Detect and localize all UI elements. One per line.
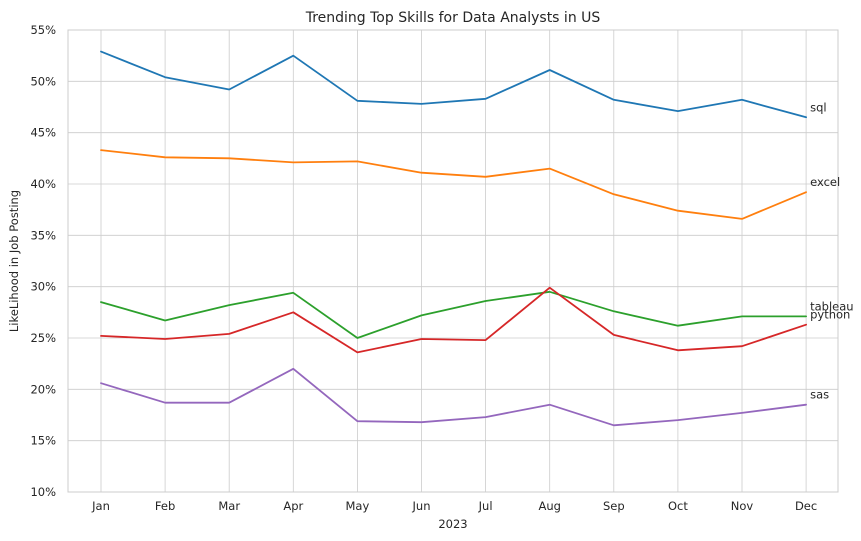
x-tick-label: Feb [155,499,175,513]
series-line-excel [100,149,807,220]
x-tick-label: Jan [91,499,110,513]
chart-title: Trending Top Skills for Data Analysts in… [305,10,601,26]
y-tick-label: 45% [30,126,56,140]
series-lines [100,50,807,427]
y-tick-label: 50% [30,74,56,88]
x-tick-label: Jul [478,499,493,513]
series-line-sas [100,367,807,427]
series-label-sql: sql [810,100,827,114]
y-tick-labels: 10% 15% 20% 25% 30% 35% 40% 45% 50% 55% [30,23,56,499]
series-label-excel: excel [810,175,840,189]
x-tick-label: Apr [283,499,303,513]
series-line-python [100,286,807,354]
x-tick-label: Oct [668,499,688,513]
plot-frame [67,29,839,493]
y-tick-label: 40% [30,177,56,191]
y-axis-label: LikeLihood in Job Posting [7,190,21,332]
y-tick-label: 55% [30,23,56,37]
x-tick-label: Nov [731,499,754,513]
y-tick-label: 15% [30,434,56,448]
x-axis-label: 2023 [438,517,467,531]
series-line-sql [100,50,807,119]
x-tick-label: Aug [538,499,560,513]
y-tick-label: 20% [30,382,56,396]
series-label-sas: sas [810,388,829,402]
x-tick-label: Sep [603,499,625,513]
x-tick-labels: Jan Feb Mar Apr May Jun Jul Aug Sep Oct Nov Dec [91,499,817,513]
x-tick-label: Mar [218,499,240,513]
y-tick-label: 10% [30,485,56,499]
series-label-tableau: tableau [810,299,853,313]
x-tick-label: Jun [412,499,431,513]
x-tick-label: Dec [795,499,817,513]
y-tick-label: 25% [30,331,56,345]
x-tick-label: May [346,499,370,513]
y-tick-label: 35% [30,228,56,242]
series-line-tableau [100,290,807,339]
y-tick-label: 30% [30,280,56,294]
series-label-python: python [810,308,850,322]
